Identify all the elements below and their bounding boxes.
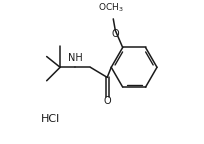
Text: HCl: HCl [41,114,60,124]
Text: OCH$_3$: OCH$_3$ [98,2,123,14]
Text: NH: NH [68,53,83,63]
Text: O: O [103,96,111,106]
Text: O: O [111,29,119,39]
